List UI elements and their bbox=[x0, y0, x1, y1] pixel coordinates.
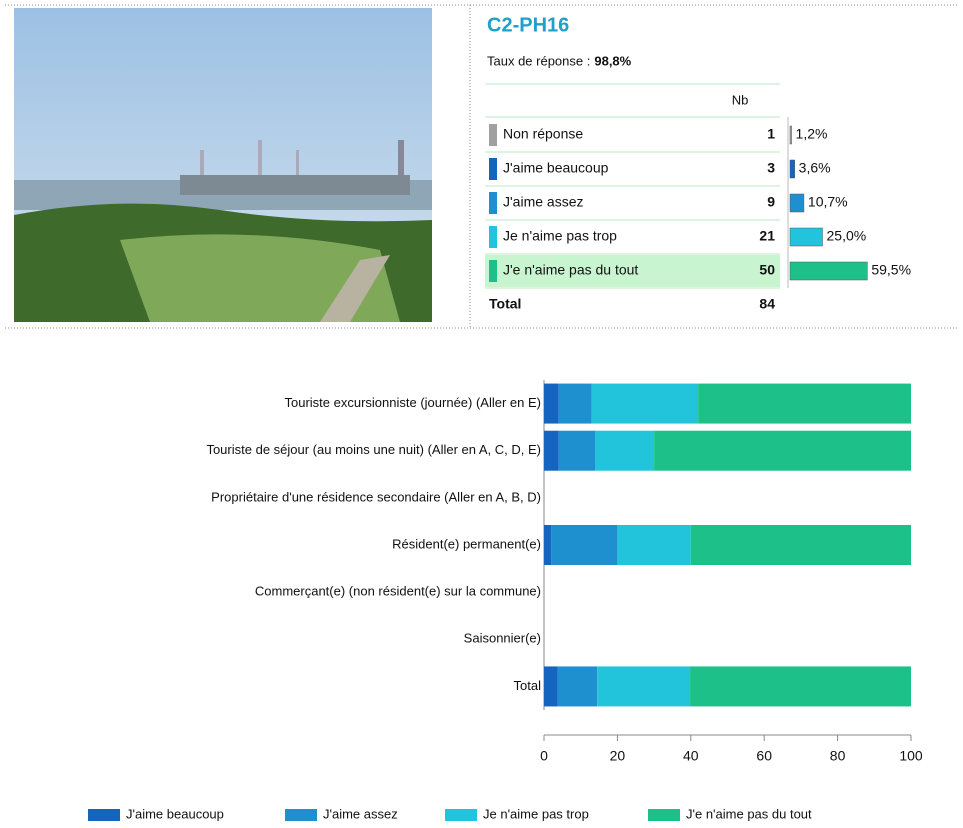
legend-swatch bbox=[88, 809, 120, 821]
row-count: 1 bbox=[767, 126, 775, 142]
row-label: J'aime assez bbox=[503, 194, 583, 210]
legend-label: J'aime beaucoup bbox=[126, 806, 224, 821]
row-swatch bbox=[489, 192, 497, 214]
legend-label: Je n'aime pas trop bbox=[483, 806, 589, 821]
bar-segment bbox=[617, 525, 691, 565]
category-label: Propriétaire d'une résidence secondaire … bbox=[211, 489, 541, 504]
response-label: Taux de réponse : bbox=[487, 53, 590, 68]
row-swatch bbox=[489, 260, 497, 282]
percent-bar bbox=[789, 193, 805, 213]
bar-segment bbox=[544, 430, 559, 471]
row-swatch bbox=[489, 226, 497, 248]
x-tick-label: 100 bbox=[899, 748, 923, 764]
column-header: Nb bbox=[732, 92, 749, 107]
row-swatch bbox=[489, 124, 497, 146]
percent-label: 10,7% bbox=[808, 194, 848, 210]
x-tick-label: 60 bbox=[756, 748, 772, 764]
percent-label: 25,0% bbox=[827, 228, 867, 244]
legend-label: J'e n'aime pas du tout bbox=[686, 806, 812, 821]
percent-bar bbox=[789, 227, 823, 247]
total-count: 84 bbox=[759, 296, 775, 312]
category-label: Total bbox=[514, 678, 542, 693]
row-count: 3 bbox=[767, 160, 775, 176]
percent-label: 1,2% bbox=[796, 126, 828, 142]
category-label: Touriste excursionniste (journée) (Aller… bbox=[285, 395, 542, 410]
row-label: Je n'aime pas trop bbox=[503, 228, 617, 244]
percent-label: 3,6% bbox=[799, 160, 831, 176]
bar-segment bbox=[544, 525, 552, 565]
legend-label: J'aime assez bbox=[323, 806, 398, 821]
total-label: Total bbox=[489, 296, 521, 312]
row-label: Non réponse bbox=[503, 126, 583, 142]
bar-segment bbox=[557, 666, 598, 707]
chart: 0 20 40 60 80 100 Touriste excursionniste (jou… bbox=[88, 380, 923, 821]
category-label: Saisonnier(e) bbox=[464, 631, 541, 646]
percent-label: 59,5% bbox=[871, 262, 911, 278]
bar-segment bbox=[558, 430, 596, 471]
bar-segment bbox=[690, 525, 911, 565]
row-count: 9 bbox=[767, 194, 775, 210]
bar-segment bbox=[698, 383, 911, 424]
x-tick-label: 80 bbox=[830, 748, 846, 764]
percent-bar bbox=[789, 261, 868, 281]
row-label: J'aime beaucoup bbox=[503, 160, 609, 176]
x-tick-label: 0 bbox=[540, 748, 548, 764]
bar-segment bbox=[551, 525, 618, 565]
x-tick-label: 20 bbox=[610, 748, 626, 764]
row-count: 50 bbox=[759, 262, 775, 278]
row-swatch bbox=[489, 158, 497, 180]
legend-swatch bbox=[445, 809, 477, 821]
category-label: Résident(e) permanent(e) bbox=[392, 536, 541, 551]
table: Non réponse 1 1,2% J'aime beaucoup 3 3,6% J'ai… bbox=[485, 124, 911, 312]
row-highlight bbox=[485, 255, 780, 287]
bar-segment bbox=[654, 430, 911, 471]
bar-segment bbox=[544, 383, 559, 424]
bar-segment bbox=[690, 666, 911, 707]
legend-swatch bbox=[285, 809, 317, 821]
bar-segment bbox=[595, 430, 655, 471]
legend-swatch bbox=[648, 809, 680, 821]
category-label: Touriste de séjour (au moins une nuit) (… bbox=[206, 442, 541, 457]
title: C2-PH16 bbox=[487, 14, 569, 36]
bar-segment bbox=[597, 666, 691, 707]
photo bbox=[14, 8, 432, 322]
category-label: Commerçant(e) (non résident(e) sur la co… bbox=[255, 584, 541, 599]
row-count: 21 bbox=[759, 228, 775, 244]
response-rate: 98,8% bbox=[594, 53, 631, 68]
bar-segment bbox=[558, 383, 592, 424]
bar-segment bbox=[544, 666, 558, 707]
row-label: J'e n'aime pas du tout bbox=[503, 262, 638, 278]
percent-bar bbox=[789, 159, 795, 179]
x-tick-label: 40 bbox=[683, 748, 699, 764]
percent-bar bbox=[789, 125, 792, 145]
bar-segment bbox=[591, 383, 699, 424]
